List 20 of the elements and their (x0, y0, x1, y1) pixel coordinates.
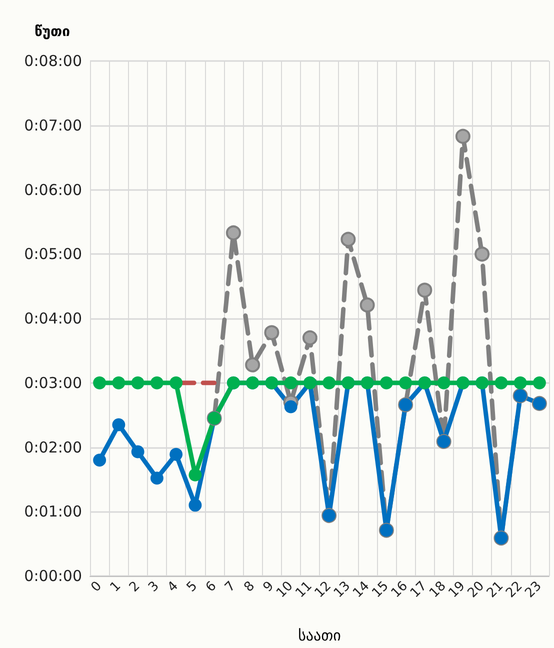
x-axis-title: საათი (298, 626, 342, 644)
y-tick-label: 0:01:00 (24, 502, 82, 521)
x-tick-label: 8 (241, 578, 258, 596)
x-tick-label: 0 (88, 578, 105, 596)
x-tick-label: 2 (126, 578, 144, 596)
y-tick-label: 0:00:00 (24, 567, 82, 585)
x-tick-label: 3 (146, 578, 162, 596)
y-axis-title: წუთი (34, 24, 70, 40)
y-tick-label: 0:07:00 (24, 116, 82, 134)
x-tick-label: 1 (108, 578, 124, 596)
x-tick-label: 7 (222, 578, 239, 596)
y-tick-label: 0:06:00 (24, 180, 82, 199)
y-tick-label: 0:04:00 (24, 310, 82, 328)
x-tick-label: 6 (203, 578, 220, 596)
y-tick-label: 0:08:00 (24, 52, 82, 70)
y-tick-label: 0:02:00 (24, 438, 82, 456)
y-tick-label: 0:03:00 (24, 374, 82, 392)
x-tick-label: 5 (184, 578, 200, 596)
x-tick-label: 4 (164, 578, 182, 596)
y-tick-label: 0:05:00 (24, 245, 82, 264)
